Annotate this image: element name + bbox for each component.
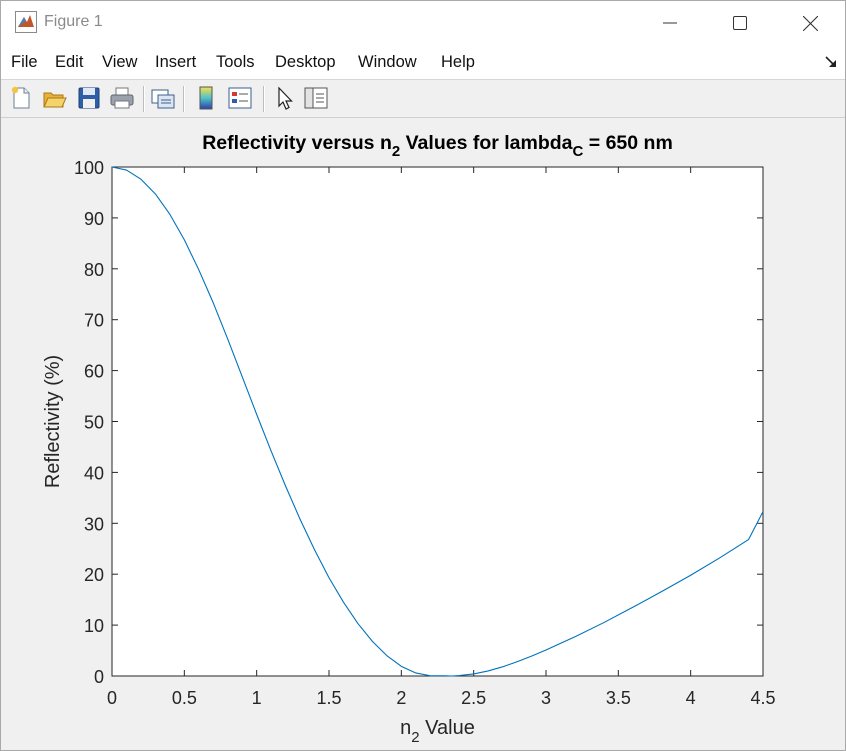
x-axis-label: n2 Value <box>400 717 475 746</box>
menu-help[interactable]: Help <box>441 53 475 71</box>
minimize-button[interactable] <box>635 1 705 45</box>
matlab-app-icon <box>15 11 37 33</box>
y-axis-label: Reflectivity (%) <box>42 355 64 488</box>
x-tick-label: 2.5 <box>461 688 486 708</box>
menu-bar: File Edit View Insert Tools Desktop Wind… <box>1 45 845 80</box>
toolbar-separator <box>143 86 145 112</box>
property-inspector-icon[interactable] <box>303 85 329 111</box>
y-tick-label: 20 <box>84 565 104 585</box>
x-tick-label: 0 <box>107 688 117 708</box>
y-tick-label: 90 <box>84 209 104 229</box>
x-tick-label: 3.5 <box>606 688 631 708</box>
menu-tools[interactable]: Tools <box>216 53 255 71</box>
toolbar-separator <box>263 86 265 112</box>
minimize-icon <box>663 22 677 24</box>
menu-window[interactable]: Window <box>358 53 417 71</box>
menu-insert[interactable]: Insert <box>155 53 197 71</box>
figure-canvas[interactable]: 0 0.5 1 1.5 2 2.5 3 3.5 4 4.5 0 10 20 30 40 50 60 70 80 90 1… <box>1 118 845 750</box>
reflectivity-series-line <box>111 166 764 677</box>
new-figure-icon[interactable] <box>8 85 34 111</box>
link-plot-icon[interactable] <box>150 85 176 111</box>
y-tick-label: 50 <box>84 413 104 433</box>
insert-legend-icon[interactable] <box>227 85 253 111</box>
plot-area <box>112 167 763 676</box>
toolbar-separator <box>183 86 185 112</box>
print-figure-icon[interactable] <box>109 85 135 111</box>
maximize-button[interactable] <box>705 1 775 45</box>
chart-title: Reflectivity versus n2 Values for lambda… <box>202 132 673 160</box>
x-tick-label: 0.5 <box>172 688 197 708</box>
menu-desktop[interactable]: Desktop <box>275 53 336 71</box>
edit-plot-icon[interactable] <box>272 85 298 111</box>
title-bar[interactable]: Figure 1 <box>1 1 845 45</box>
maximize-icon <box>733 16 747 30</box>
save-figure-icon[interactable] <box>76 85 102 111</box>
x-tick-label: 1.5 <box>316 688 341 708</box>
y-tick-label: 0 <box>94 667 104 687</box>
menu-file[interactable]: File <box>11 53 38 71</box>
x-tick-label: 1 <box>252 688 262 708</box>
x-tick-label: 3 <box>541 688 551 708</box>
x-tick-label: 4 <box>686 688 696 708</box>
y-tick-label: 100 <box>74 158 104 178</box>
insert-colorbar-icon[interactable] <box>193 85 219 111</box>
figure-toolbar <box>1 80 845 118</box>
x-tick-label: 4.5 <box>750 688 775 708</box>
y-tick-label: 80 <box>84 260 104 280</box>
x-tick-label: 2 <box>396 688 406 708</box>
open-file-icon[interactable] <box>41 85 67 111</box>
y-tick-label: 60 <box>84 362 104 382</box>
close-icon <box>802 15 818 31</box>
dock-figure-icon[interactable] <box>825 56 837 68</box>
y-tick-label: 30 <box>84 514 104 534</box>
y-tick-label: 10 <box>84 616 104 636</box>
close-button[interactable] <box>775 1 845 45</box>
window-title: Figure 1 <box>44 13 103 30</box>
y-tick-label: 70 <box>84 311 104 331</box>
menu-edit[interactable]: Edit <box>55 53 84 71</box>
menu-view[interactable]: View <box>102 53 138 71</box>
plot-svg: 0 0.5 1 1.5 2 2.5 3 3.5 4 4.5 0 10 20 30 40 50 60 70 80 90 1… <box>42 132 776 746</box>
y-tick-label: 40 <box>84 463 104 483</box>
